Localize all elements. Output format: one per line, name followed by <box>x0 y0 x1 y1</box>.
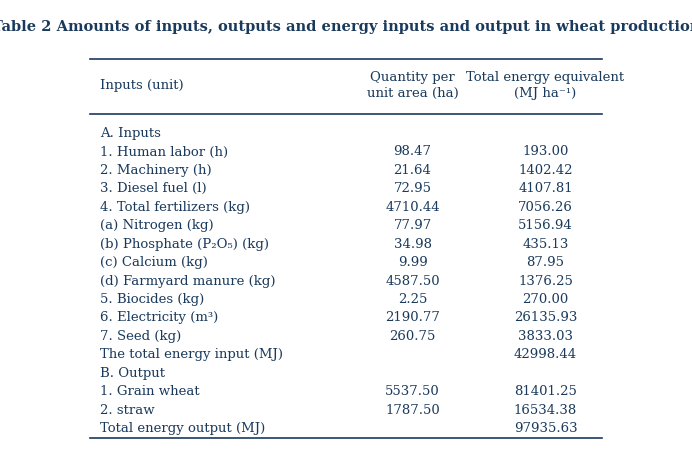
Text: 97935.63: 97935.63 <box>513 422 577 435</box>
Text: 3833.03: 3833.03 <box>518 330 573 343</box>
Text: 7056.26: 7056.26 <box>518 201 573 214</box>
Text: 26135.93: 26135.93 <box>514 311 577 324</box>
Text: The total energy input (MJ): The total energy input (MJ) <box>100 348 284 361</box>
Text: 77.97: 77.97 <box>393 219 432 232</box>
Text: 2.25: 2.25 <box>398 293 427 306</box>
Text: 270.00: 270.00 <box>522 293 569 306</box>
Text: 1787.50: 1787.50 <box>385 404 440 417</box>
Text: (b) Phosphate (P₂O₅) (kg): (b) Phosphate (P₂O₅) (kg) <box>100 238 269 251</box>
Text: Quantity per
unit area (ha): Quantity per unit area (ha) <box>367 72 458 100</box>
Text: 7. Seed (kg): 7. Seed (kg) <box>100 330 182 343</box>
Text: 42998.44: 42998.44 <box>514 348 577 361</box>
Text: 81401.25: 81401.25 <box>514 385 577 398</box>
Text: 98.47: 98.47 <box>394 145 432 158</box>
Text: 9.99: 9.99 <box>398 256 428 269</box>
Text: 1402.42: 1402.42 <box>518 164 573 177</box>
Text: 4587.50: 4587.50 <box>385 274 440 288</box>
Text: 6. Electricity (m³): 6. Electricity (m³) <box>100 311 219 324</box>
Text: 2. Machinery (h): 2. Machinery (h) <box>100 164 212 177</box>
Text: (d) Farmyard manure (kg): (d) Farmyard manure (kg) <box>100 274 276 288</box>
Text: 2190.77: 2190.77 <box>385 311 440 324</box>
Text: B. Output: B. Output <box>100 367 165 380</box>
Text: Table 2 Amounts of inputs, outputs and energy inputs and output in wheat product: Table 2 Amounts of inputs, outputs and e… <box>0 20 692 34</box>
Text: 5156.94: 5156.94 <box>518 219 573 232</box>
Text: 1376.25: 1376.25 <box>518 274 573 288</box>
Text: 4107.81: 4107.81 <box>518 182 573 195</box>
Text: 193.00: 193.00 <box>522 145 569 158</box>
Text: 3. Diesel fuel (l): 3. Diesel fuel (l) <box>100 182 207 195</box>
Text: 34.98: 34.98 <box>394 238 432 251</box>
Text: 4710.44: 4710.44 <box>385 201 440 214</box>
Text: 2. straw: 2. straw <box>100 404 155 417</box>
Text: 4. Total fertilizers (kg): 4. Total fertilizers (kg) <box>100 201 251 214</box>
Text: 72.95: 72.95 <box>394 182 432 195</box>
Text: A. Inputs: A. Inputs <box>100 127 161 140</box>
Text: (c) Calcium (kg): (c) Calcium (kg) <box>100 256 208 269</box>
Text: 260.75: 260.75 <box>390 330 436 343</box>
Text: (a) Nitrogen (kg): (a) Nitrogen (kg) <box>100 219 214 232</box>
Text: 1. Grain wheat: 1. Grain wheat <box>100 385 200 398</box>
Text: 5537.50: 5537.50 <box>385 385 440 398</box>
Text: 21.64: 21.64 <box>394 164 431 177</box>
Text: Inputs (unit): Inputs (unit) <box>100 79 184 92</box>
Text: 5. Biocides (kg): 5. Biocides (kg) <box>100 293 205 306</box>
Text: Total energy output (MJ): Total energy output (MJ) <box>100 422 266 435</box>
Text: 87.95: 87.95 <box>527 256 565 269</box>
Text: 435.13: 435.13 <box>522 238 569 251</box>
Text: 16534.38: 16534.38 <box>514 404 577 417</box>
Text: Total energy equivalent
(MJ ha⁻¹): Total energy equivalent (MJ ha⁻¹) <box>466 72 625 100</box>
Text: 1. Human labor (h): 1. Human labor (h) <box>100 145 228 158</box>
